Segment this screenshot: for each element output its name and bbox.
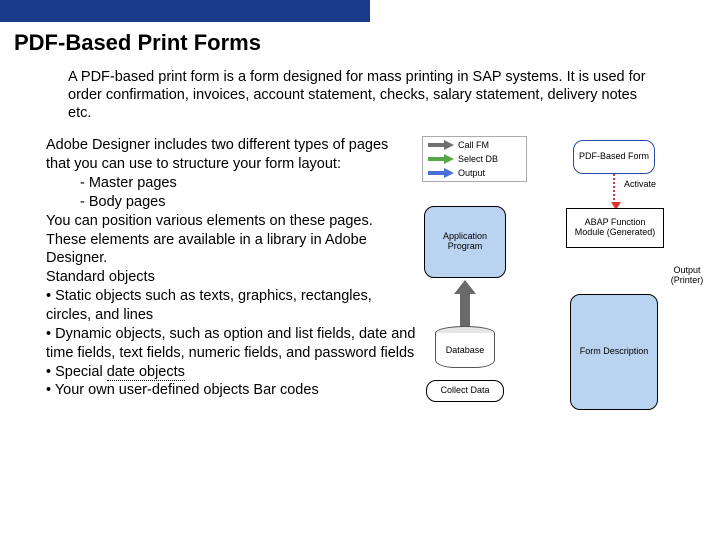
body-text-column: Adobe Designer includes two different ty… bbox=[46, 136, 416, 446]
database-cylinder: Database bbox=[435, 326, 495, 368]
bullet3-link: date objects bbox=[107, 364, 185, 381]
output-printer-label: Output (Printer) bbox=[666, 266, 708, 286]
body-bullet-3: • Special date objects bbox=[46, 363, 416, 382]
collect-data-label: Collect Data bbox=[440, 386, 489, 396]
pdf-form-box: PDF-Based Form bbox=[573, 140, 655, 174]
form-description-label: Form Description bbox=[580, 347, 649, 357]
activate-label: Activate bbox=[624, 180, 656, 190]
database-label: Database bbox=[446, 345, 485, 355]
abap-fm-label: ABAP Function Module (Generated) bbox=[569, 218, 661, 238]
page-title: PDF-Based Print Forms bbox=[14, 30, 720, 56]
pdf-form-label: PDF-Based Form bbox=[579, 152, 649, 162]
form-description-box: Form Description bbox=[570, 294, 658, 410]
header-accent-bar bbox=[0, 0, 370, 22]
body-li2: - Body pages bbox=[46, 193, 416, 212]
architecture-diagram: Call FM Select DB Output PDF-Based Form … bbox=[420, 136, 700, 446]
body-p1: Adobe Designer includes two different ty… bbox=[46, 136, 416, 174]
body-p2: You can position various elements on the… bbox=[46, 212, 416, 269]
collect-data-box: Collect Data bbox=[426, 380, 504, 402]
dashed-arrow-icon bbox=[613, 174, 615, 204]
legend-box bbox=[422, 136, 527, 182]
body-p3: Standard objects bbox=[46, 268, 416, 287]
body-bullet-4: • Your own user-defined objects Bar code… bbox=[46, 381, 416, 400]
app-program-box: Application Program bbox=[424, 206, 506, 278]
content-columns: Adobe Designer includes two different ty… bbox=[0, 136, 720, 446]
body-li1: - Master pages bbox=[46, 174, 416, 193]
app-program-label: Application Program bbox=[427, 232, 503, 252]
intro-paragraph: A PDF-based print form is a form designe… bbox=[68, 68, 660, 122]
bullet3-prefix: • Special bbox=[46, 364, 107, 380]
abap-fm-box: ABAP Function Module (Generated) bbox=[566, 208, 664, 248]
body-bullet-2: • Dynamic objects, such as option and li… bbox=[46, 325, 416, 363]
body-bullet-1: • Static objects such as texts, graphics… bbox=[46, 287, 416, 325]
